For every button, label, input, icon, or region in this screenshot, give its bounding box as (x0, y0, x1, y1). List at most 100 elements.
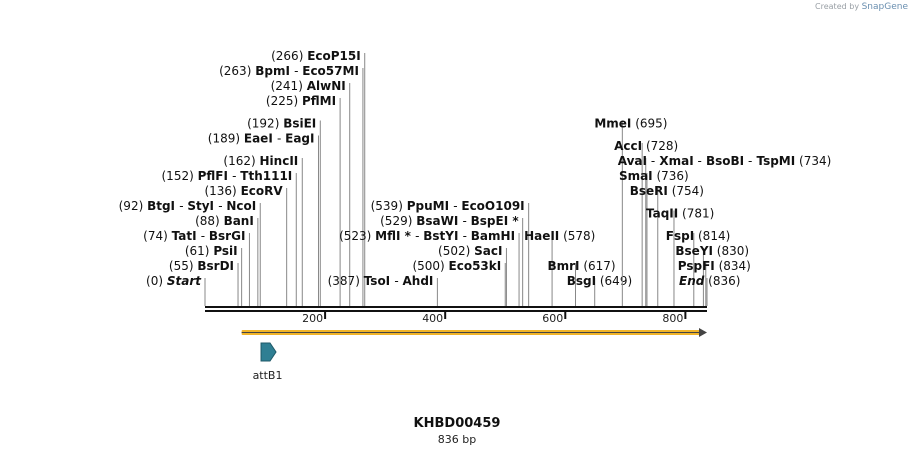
enzyme-name: StyI (187, 199, 218, 213)
enzyme-name: AvaI (618, 154, 647, 168)
site-label-pspfi: PspFI (834) (678, 259, 751, 273)
ruler-label-800: 800 (662, 312, 683, 325)
site-position: - (415, 229, 423, 243)
site-label-bseri: BseRI (754) (630, 184, 704, 198)
enzyme-name: MmeI (594, 117, 631, 131)
site-position: (523) (339, 229, 375, 243)
enzyme-name: EagI (285, 132, 314, 146)
site-label-hincii: (162) HincII (223, 154, 298, 168)
enzyme-name: PflMI (302, 94, 336, 108)
site-label-eco53ki: (500) Eco53kI (412, 259, 501, 273)
site-position: - (179, 199, 187, 213)
site-position: (754) (668, 184, 704, 198)
enzyme-name: FspI (666, 229, 694, 243)
enzyme-name: AhdI (402, 274, 433, 288)
enzyme-name: EcoP15I (307, 49, 361, 63)
site-position: (539) (371, 199, 407, 213)
site-label-bsawi: (529) BsaWI - BspEI * (380, 214, 519, 228)
enzyme-name: PsiI (213, 244, 237, 258)
enzyme-name: TaqII (646, 207, 678, 221)
site-position: - (647, 154, 655, 168)
site-label-smai: SmaI (736) (619, 169, 689, 183)
site-position: (61) (185, 244, 213, 258)
site-position: (225) (266, 94, 302, 108)
snapgene-credit: Created by SnapGene (815, 2, 908, 12)
site-position: (387) (328, 274, 364, 288)
site-position: - (277, 132, 285, 146)
site-position: (192) (247, 117, 283, 131)
ruler-label-600: 600 (542, 312, 563, 325)
enzyme-name: Start (167, 274, 202, 288)
enzyme-name: PflFI (198, 169, 233, 183)
site-label-btgi: (92) BtgI - StyI - NcoI (119, 199, 257, 213)
site-label-alwni: (241) AlwNI (271, 79, 346, 93)
site-label-bsgi: BsgI (649) (567, 274, 632, 288)
enzyme-name: BsoBI (702, 154, 744, 168)
enzyme-name: BmrI (547, 259, 579, 273)
credit-prefix: Created by (815, 2, 860, 11)
site-label-start: (0) Start (146, 274, 202, 288)
enzyme-name: EcoO109I (461, 199, 524, 213)
sequence-name: KHBD00459 (413, 416, 501, 431)
site-label-mmei: MmeI (695) (594, 117, 667, 131)
site-label-bsiei: (192) BsiEI (247, 117, 316, 131)
site-label-haeii: HaeII (578) (524, 229, 595, 243)
site-position: (136) (204, 184, 240, 198)
site-label-psii: (61) PsiI (185, 244, 238, 258)
site-label-bani: (88) BanI (195, 214, 254, 228)
ruler-label-200: 200 (302, 312, 323, 325)
site-position: - (201, 229, 209, 243)
site-label-ecop15i: (266) EcoP15I (271, 49, 361, 63)
site-position: - (694, 154, 702, 168)
site-position: - (232, 169, 240, 183)
enzyme-name: BamHI (471, 229, 515, 243)
site-label-fspi: FspI (814) (666, 229, 731, 243)
enzyme-name: SmaI (619, 169, 653, 183)
site-position: - (463, 229, 471, 243)
site-label-eaei: (189) EaeI - EagI (208, 132, 315, 146)
enzyme-name: EcoRV (241, 184, 284, 198)
enzyme-name: AlwNI (307, 79, 346, 93)
enzyme-name: BsrGI (209, 229, 246, 243)
attB1-feature-arrow (260, 342, 277, 362)
enzyme-name: BpmI (255, 64, 294, 78)
enzyme-name: Tth111I (240, 169, 292, 183)
site-position: (728) (642, 139, 678, 153)
site-label-bmri: BmrI (617) (547, 259, 615, 273)
site-position: - (394, 274, 402, 288)
enzyme-name: AccI (614, 139, 642, 153)
orf-arrow-head (699, 328, 707, 337)
site-label-bpmi: (263) BpmI - Eco57MI (219, 64, 359, 78)
site-position: (500) (412, 259, 448, 273)
site-label-avai: AvaI - XmaI - BsoBI - TspMI (734) (618, 154, 832, 168)
site-position: (92) (119, 199, 147, 213)
site-label-tsoi: (387) TsoI - AhdI (328, 274, 434, 288)
enzyme-name: EaeI (244, 132, 277, 146)
site-label-bseyi: BseYI (830) (675, 244, 749, 258)
ruler-label-400: 400 (422, 312, 443, 325)
enzyme-name: BseRI (630, 184, 668, 198)
enzyme-name: SacI (474, 244, 502, 258)
site-position: (55) (169, 259, 197, 273)
site-label-ppumi: (539) PpuMI - EcoO109I (371, 199, 525, 213)
site-position: (736) (653, 169, 689, 183)
enzyme-name: BseYI (675, 244, 713, 258)
site-label-tati: (74) TatI - BsrGI (143, 229, 245, 243)
site-position: (152) (162, 169, 198, 183)
site-position: (502) (438, 244, 474, 258)
site-position: (162) (223, 154, 259, 168)
enzyme-name: TsoI (364, 274, 395, 288)
site-position: - (294, 64, 302, 78)
site-label-mfli: (523) MflI * - BstYI - BamHI (339, 229, 515, 243)
site-position: (649) (596, 274, 632, 288)
site-position: (814) (694, 229, 730, 243)
site-position: (695) (631, 117, 667, 131)
site-label-pflfi: (152) PflFI - Tth111I (162, 169, 293, 183)
enzyme-name: BanI (224, 214, 254, 228)
site-position: (263) (219, 64, 255, 78)
enzyme-name: BsiEI (283, 117, 316, 131)
site-position: (617) (580, 259, 616, 273)
site-position: (0) (146, 274, 167, 288)
attB1-feature-label: attB1 (253, 369, 283, 382)
